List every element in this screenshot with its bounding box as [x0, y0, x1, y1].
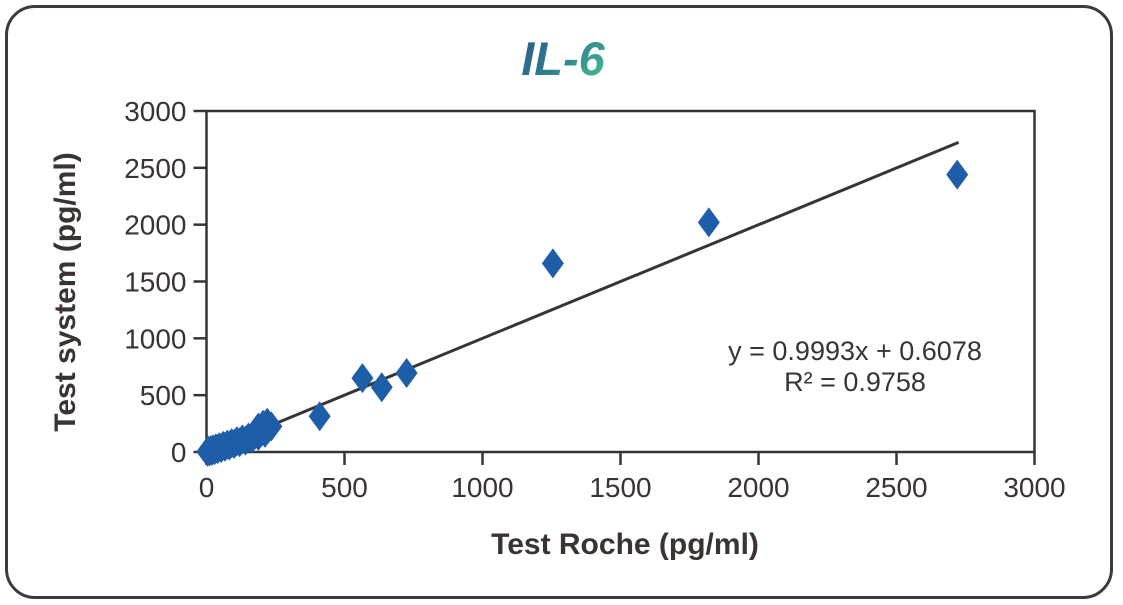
r-squared-value: R² = 0.9758	[784, 367, 926, 397]
chart-title: IL-6	[521, 32, 605, 85]
data-point	[541, 248, 564, 279]
x-tick-label: 1000	[451, 472, 513, 503]
data-point	[308, 401, 331, 432]
y-axis-label: Test system (pg/ml)	[49, 152, 82, 432]
x-tick-label: 2000	[727, 472, 789, 503]
x-tick-label: 500	[321, 472, 368, 503]
x-tick-label: 2500	[865, 472, 927, 503]
data-point	[697, 207, 720, 238]
x-tick-label: 1500	[589, 472, 651, 503]
x-tick-label: 0	[199, 472, 215, 503]
data-point	[946, 159, 969, 190]
y-tick-label: 2000	[124, 210, 186, 241]
x-axis-label: Test Roche (pg/ml)	[491, 528, 759, 561]
y-tick-label: 500	[140, 380, 187, 411]
y-tick-label: 3000	[124, 96, 186, 127]
data-point	[370, 372, 393, 403]
y-tick-label: 1000	[124, 323, 186, 354]
x-tick-label: 3000	[1003, 472, 1065, 503]
data-point	[395, 358, 418, 389]
data-point	[260, 411, 283, 442]
y-tick-label: 2500	[124, 153, 186, 184]
regression-annotation: y = 0.9993x + 0.6078 R² = 0.9758	[655, 336, 1055, 398]
y-tick-label: 0	[171, 437, 187, 468]
regression-equation: y = 0.9993x + 0.6078	[728, 336, 982, 366]
y-tick-label: 1500	[124, 267, 186, 298]
data-point	[351, 363, 374, 394]
